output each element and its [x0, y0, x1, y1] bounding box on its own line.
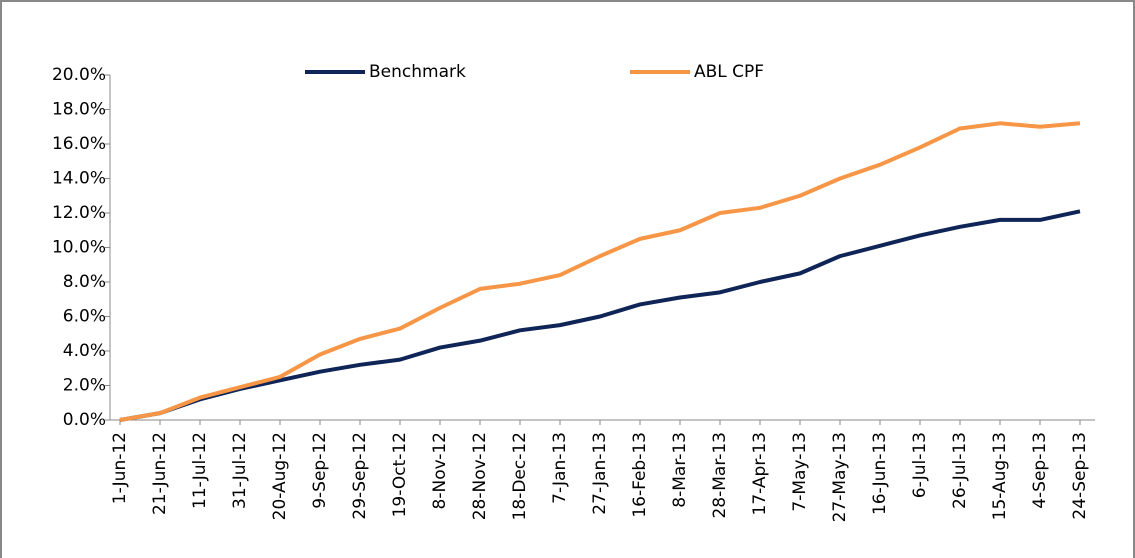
- y-tick-label: 6.0%: [63, 307, 106, 327]
- y-tick-label: 2.0%: [63, 376, 106, 396]
- y-tick-label: 20.0%: [52, 65, 106, 85]
- x-tick-label: 1-Jun-12: [110, 432, 130, 504]
- y-tick-label: 12.0%: [52, 203, 106, 223]
- y-tick-label: 16.0%: [52, 134, 106, 154]
- y-tick-label: 10.0%: [52, 238, 106, 258]
- x-tick-label: 17-Apr-13: [750, 432, 770, 515]
- y-tick-label: 0.0%: [63, 410, 106, 430]
- y-tick-label: 8.0%: [63, 272, 106, 292]
- x-tick-label: 6-Jul-13: [910, 432, 930, 498]
- x-tick-label: 16-Feb-13: [630, 432, 650, 518]
- x-tick-label: 9-Sep-12: [310, 432, 330, 509]
- x-tick-label: 18-Dec-12: [510, 432, 530, 520]
- x-tick-label: 19-Oct-12: [390, 432, 410, 517]
- y-tick-label: 18.0%: [52, 100, 106, 120]
- x-tick-label: 28-Mar-13: [710, 432, 730, 519]
- x-tick-label: 15-Aug-13: [990, 432, 1010, 520]
- x-tick-label: 16-Jun-13: [870, 432, 890, 515]
- x-tick-label: 24-Sep-13: [1070, 432, 1090, 520]
- x-tick-label: 28-Nov-12: [470, 432, 490, 520]
- y-tick-label: 14.0%: [52, 169, 106, 189]
- x-tick-label: 20-Aug-12: [270, 432, 290, 520]
- x-tick-label: 27-Jan-13: [590, 432, 610, 515]
- x-tick-label: 26-Jul-13: [950, 432, 970, 509]
- x-tick-label: 31-Jul-12: [230, 432, 250, 509]
- x-tick-label: 7-Jan-13: [550, 432, 570, 504]
- series-line: [119, 121, 1081, 422]
- x-tick-label: 8-Mar-13: [670, 432, 690, 508]
- legend-label: ABL CPF: [694, 62, 764, 82]
- series-line: [119, 209, 1081, 422]
- x-tick-label: 11-Jul-12: [190, 432, 210, 509]
- y-tick-label: 4.0%: [63, 341, 106, 361]
- legend-label: Benchmark: [369, 62, 466, 82]
- x-tick-label: 8-Nov-12: [430, 432, 450, 509]
- x-tick-label: 29-Sep-12: [350, 432, 370, 520]
- x-tick-label: 27-May-13: [830, 432, 850, 522]
- x-tick-label: 7-May-13: [790, 432, 810, 512]
- x-tick-label: 21-Jun-12: [150, 432, 170, 515]
- x-tick-label: 4-Sep-13: [1030, 432, 1050, 509]
